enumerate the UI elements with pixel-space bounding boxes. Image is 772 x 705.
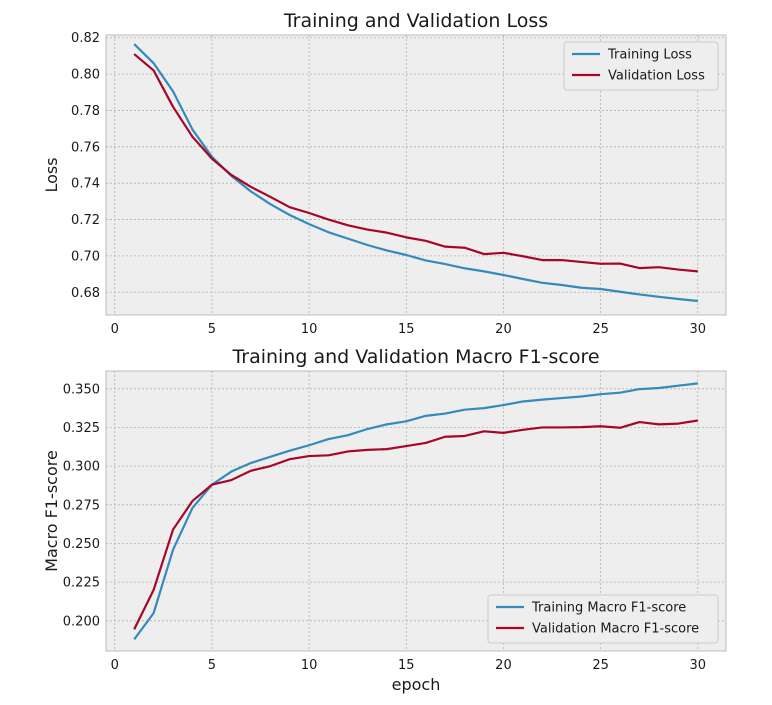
x-tick-label: 10: [301, 322, 318, 337]
y-tick-label: 0.78: [71, 104, 100, 119]
legend-box: [487, 594, 719, 644]
x-tick-label: 30: [690, 322, 707, 337]
x-tick-label: 10: [301, 658, 318, 673]
x-tick-label: 5: [208, 658, 216, 673]
y-tick-label: 0.74: [71, 177, 100, 192]
x-tick-label: 5: [208, 322, 216, 337]
chart-title: Training and Validation Loss: [283, 10, 548, 32]
y-tick-label: 0.200: [63, 614, 100, 629]
series-line: [133, 382, 698, 641]
legend: Training Loss Validation Loss: [563, 41, 719, 91]
chart-title: Training and Validation Macro F1-score: [231, 346, 599, 368]
y-tick-label: 0.76: [71, 140, 100, 155]
y-tick-label: 0.68: [71, 286, 100, 301]
y-tick-label: 0.80: [71, 68, 100, 83]
x-tick-label: 30: [690, 658, 707, 673]
x-axis-label: epoch: [392, 675, 441, 694]
y-axis-label: Loss: [42, 157, 61, 192]
y-tick-label: 0.250: [63, 537, 100, 552]
x-tick-label: 15: [398, 658, 415, 673]
x-tick-label: 15: [398, 322, 415, 337]
x-tick-label: 20: [495, 658, 512, 673]
y-tick-label: 0.70: [71, 249, 100, 264]
legend: Training Macro F1-score Validation Macro …: [487, 594, 719, 644]
y-tick-label: 0.300: [63, 460, 100, 475]
series-line: [133, 53, 698, 273]
f1-chart: 0 5 10 15 20 25 30 0.200 0.225 0.250 0.275 0.300 0.3…: [42, 346, 727, 694]
x-tick-label: 25: [592, 322, 609, 337]
x-tick-label: 25: [592, 658, 609, 673]
legend-label: Training Loss: [607, 48, 692, 63]
y-tick-label: 0.275: [63, 498, 100, 513]
y-tick-label: 0.325: [63, 421, 100, 436]
y-tick-label: 0.225: [63, 576, 100, 591]
legend-label: Validation Loss: [608, 69, 705, 84]
legend-label: Validation Macro F1-score: [532, 622, 699, 637]
x-tick-label: 20: [495, 322, 512, 337]
x-tick-label: 0: [111, 322, 119, 337]
y-axis-label: Macro F1-score: [42, 450, 61, 572]
y-tick-label: 0.82: [71, 31, 100, 46]
legend-label: Training Macro F1-score: [531, 601, 686, 616]
y-tick-label: 0.350: [63, 382, 100, 397]
y-tick-label: 0.72: [71, 213, 100, 228]
x-tick-label: 0: [111, 658, 119, 673]
loss-chart: 0 5 10 15 20 25 30 0.68 0.70 0.72 0.74 0.76 0.78 0.80…: [42, 10, 727, 337]
series-line: [133, 419, 698, 630]
legend-box: [563, 41, 719, 91]
